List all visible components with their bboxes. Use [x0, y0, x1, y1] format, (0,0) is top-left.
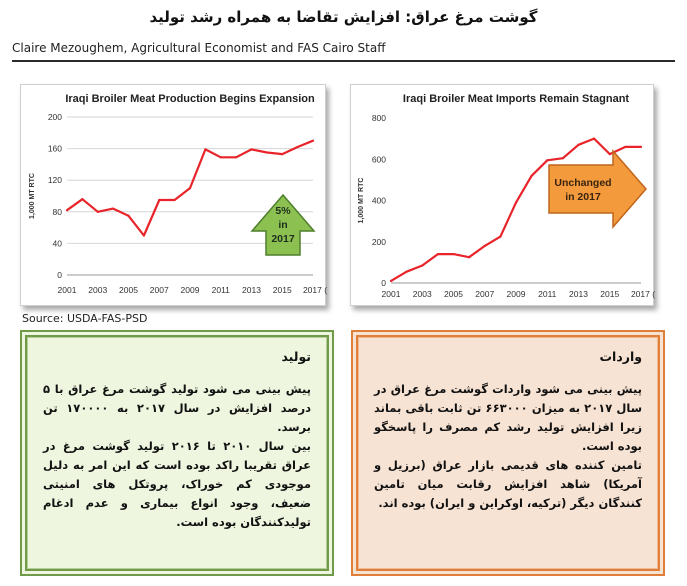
production-box: تولید پیش بینی می شود تولید گوشت مرغ عرا…	[20, 330, 334, 576]
production-chart: Iraqi Broiler Meat Production Begins Exp…	[20, 84, 327, 306]
callout-label: in	[278, 219, 287, 231]
imports-box: واردات پیش بینی می شود واردات گوشت مرغ ع…	[351, 330, 665, 576]
y-tick-label: 80	[53, 207, 63, 217]
x-tick-label: 2005	[119, 285, 138, 295]
data-point	[561, 157, 564, 160]
imports-paragraph: پیش بینی می شود واردات گوشت مرغ عراق در …	[374, 382, 643, 453]
data-point	[452, 253, 455, 256]
data-point	[204, 148, 207, 151]
data-point	[265, 151, 268, 154]
y-tick-label: 0	[381, 278, 386, 288]
data-point	[639, 145, 643, 148]
callout-label: in 2017	[565, 191, 601, 203]
data-point	[65, 209, 69, 212]
byline: Claire Mezoughem, Agricultural Economist…	[12, 41, 386, 55]
x-tick-label: 2015	[273, 285, 292, 295]
x-tick-label: 2009	[507, 289, 526, 299]
x-tick-label: 2007	[150, 285, 169, 295]
page-title: گوشت مرغ عراق: افزایش تقاضا به همراه رشد…	[149, 8, 538, 26]
y-tick-label: 200	[372, 237, 386, 247]
x-tick-label: 2011	[538, 289, 557, 299]
y-tick-label: 800	[372, 113, 386, 123]
x-tick-label: 2003	[413, 289, 432, 299]
data-point	[421, 264, 424, 267]
x-tick-label: 2017 (F)	[303, 285, 327, 295]
data-point	[436, 253, 439, 256]
x-tick-label: 2001	[58, 285, 77, 295]
data-point	[593, 137, 596, 140]
data-point	[577, 143, 580, 146]
imports-heading: واردات	[599, 349, 642, 364]
y-tick-label: 0	[57, 270, 62, 280]
x-tick-label: 2013	[242, 285, 261, 295]
data-point	[530, 174, 533, 177]
data-point	[188, 187, 192, 190]
x-tick-label: 2015	[600, 289, 619, 299]
data-point	[546, 159, 549, 162]
data-point	[127, 214, 130, 217]
y-tick-label: 120	[48, 175, 62, 185]
production-paragraph: پیش بینی می شود تولید گوشت مرغ عراق با ۵…	[43, 382, 311, 434]
data-point	[389, 279, 393, 283]
callout-label: Unchanged	[554, 177, 611, 189]
data-point	[281, 153, 284, 156]
x-tick-label: 2001	[382, 289, 401, 299]
x-tick-label: 2005	[444, 289, 463, 299]
chart-title: Iraqi Broiler Meat Production Begins Exp…	[65, 93, 315, 105]
y-tick-label: 200	[48, 112, 62, 122]
data-point	[142, 234, 145, 237]
y-tick-label: 400	[372, 196, 386, 206]
data-point	[112, 207, 115, 210]
chart-title: Iraqi Broiler Meat Imports Remain Stagna…	[403, 93, 629, 105]
x-tick-label: 2013	[569, 289, 588, 299]
data-point	[250, 148, 253, 151]
data-point	[96, 210, 99, 213]
y-axis-label: 1,000 MT RTC	[358, 178, 365, 224]
y-tick-label: 40	[53, 238, 63, 248]
y-axis-label: 1,000 MT RTC	[29, 173, 36, 219]
data-point	[219, 156, 222, 159]
x-tick-label: 2017 (F)	[631, 289, 655, 299]
data-point	[499, 235, 502, 238]
production-heading: تولید	[281, 349, 311, 364]
imports-chart-svg: Iraqi Broiler Meat Imports Remain Stagna…	[358, 93, 655, 299]
y-tick-label: 600	[372, 154, 386, 164]
data-point	[483, 244, 486, 247]
production-body: پیش بینی می شود تولید گوشت مرغ عراق با ۵…	[43, 380, 311, 532]
imports-body: پیش بینی می شود واردات گوشت مرغ عراق در …	[374, 380, 642, 513]
data-point	[235, 156, 238, 159]
production-chart-svg: Iraqi Broiler Meat Production Begins Exp…	[29, 93, 327, 295]
production-paragraph: بین سال ۲۰۱۰ تا ۲۰۱۶ تولید گوشت مرغ در ع…	[43, 439, 311, 529]
byline-divider	[12, 60, 675, 62]
data-point	[173, 198, 176, 202]
x-tick-label: 2003	[88, 285, 107, 295]
data-point	[296, 145, 299, 149]
data-point	[311, 139, 315, 142]
imports-paragraph: تامین کننده های قدیمی بازار عراق (برزیل …	[374, 458, 642, 510]
x-tick-label: 2011	[212, 285, 231, 295]
growth-arrow-icon	[250, 193, 316, 256]
callout-label: 2017	[271, 233, 295, 245]
data-point	[81, 198, 84, 201]
x-tick-label: 2009	[181, 285, 200, 295]
source-note: Source: USDA-FAS-PSD	[22, 312, 148, 325]
data-point	[608, 152, 611, 156]
data-point	[624, 145, 627, 148]
x-tick-label: 2007	[475, 289, 494, 299]
callout-label: 5%	[275, 205, 291, 217]
data-point	[158, 198, 161, 202]
data-point	[514, 201, 518, 204]
data-point	[405, 270, 408, 273]
data-point	[468, 256, 471, 259]
imports-chart: Iraqi Broiler Meat Imports Remain Stagna…	[350, 84, 655, 306]
right-arrow-icon	[548, 148, 647, 230]
y-tick-label: 160	[48, 144, 62, 154]
